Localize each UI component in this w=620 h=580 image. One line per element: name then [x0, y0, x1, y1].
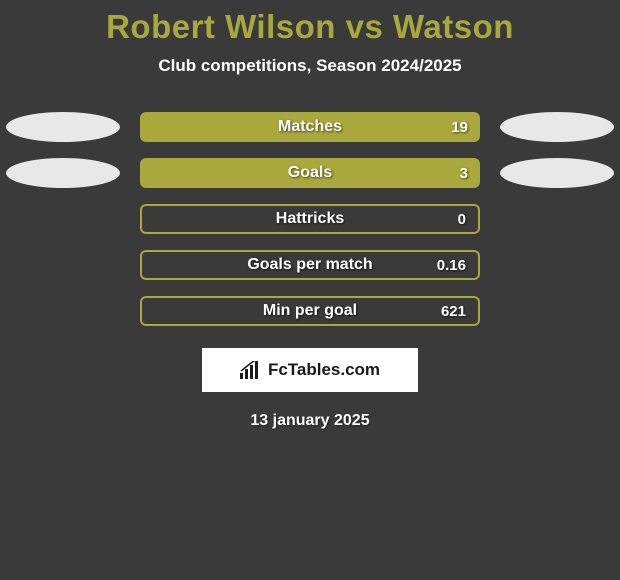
stat-row: Hattricks 0: [0, 204, 620, 234]
date-label: 13 january 2025: [0, 412, 620, 430]
stat-row: Goals 3: [0, 158, 620, 188]
comparison-card: Robert Wilson vs Watson Club competition…: [0, 0, 620, 430]
stat-label: Hattricks: [276, 210, 344, 228]
stat-bar: Goals per match 0.16: [140, 250, 480, 280]
page-title: Robert Wilson vs Watson: [0, 8, 620, 46]
stat-value: 0: [458, 211, 466, 228]
stat-label: Goals per match: [247, 256, 372, 274]
stat-value: 3: [460, 165, 468, 182]
stat-row: Goals per match 0.16: [0, 250, 620, 280]
player-right-marker: [500, 158, 614, 188]
stat-value: 621: [441, 303, 466, 320]
stat-label: Min per goal: [263, 302, 357, 320]
subtitle: Club competitions, Season 2024/2025: [0, 56, 620, 76]
player-right-marker: [500, 112, 614, 142]
player-left-marker: [6, 112, 120, 142]
stat-label: Matches: [278, 118, 342, 136]
stat-label: Goals: [288, 164, 332, 182]
stat-bar: Min per goal 621: [140, 296, 480, 326]
logo-text: FcTables.com: [268, 360, 380, 380]
player-left-marker: [6, 158, 120, 188]
stat-row: Min per goal 621: [0, 296, 620, 326]
stat-row: Matches 19: [0, 112, 620, 142]
stat-bar: Goals 3: [140, 158, 480, 188]
stat-value: 0.16: [437, 257, 466, 274]
stat-bar: Matches 19: [140, 112, 480, 142]
stat-value: 19: [451, 119, 468, 136]
logo-box[interactable]: FcTables.com: [202, 348, 418, 392]
stats-list: Matches 19 Goals 3 Hattricks 0 Goals per match…: [0, 112, 620, 326]
bar-chart-icon: [240, 361, 262, 379]
stat-bar: Hattricks 0: [140, 204, 480, 234]
logo-inner: FcTables.com: [240, 360, 380, 380]
